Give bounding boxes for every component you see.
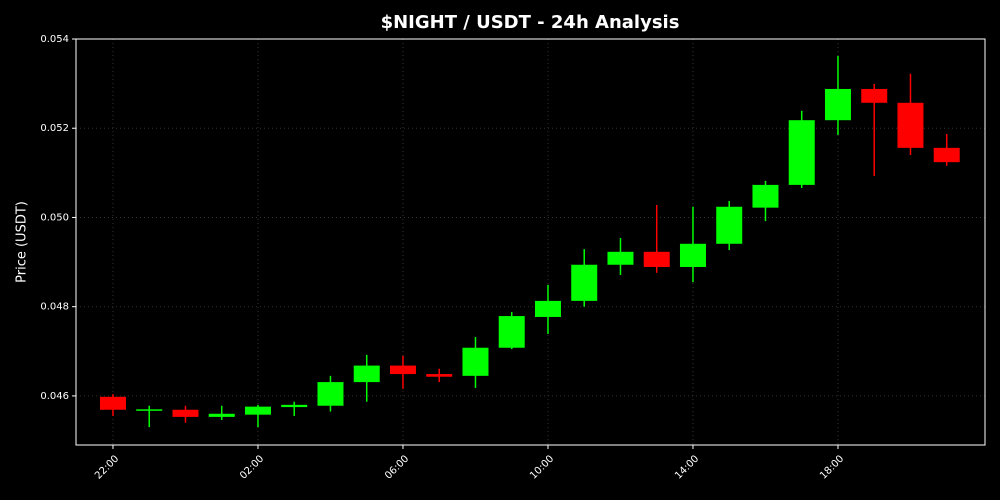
candle-body xyxy=(208,413,235,417)
y-axis-label: Price (USDT) xyxy=(15,201,30,283)
candle-body xyxy=(643,251,670,267)
candle-body xyxy=(571,264,598,301)
candle-body xyxy=(498,316,525,348)
candle-body xyxy=(679,243,706,267)
chart-title: $NIGHT / USDT - 24h Analysis xyxy=(381,12,680,33)
y-tick-label: 0.048 xyxy=(40,302,69,313)
candle-body xyxy=(824,88,851,121)
candle-body xyxy=(752,184,779,208)
candle-body xyxy=(897,102,924,148)
candle-body xyxy=(136,409,163,411)
candle-body xyxy=(281,404,308,408)
candle-body xyxy=(861,88,888,103)
y-tick-label: 0.046 xyxy=(40,391,69,402)
y-tick-label: 0.050 xyxy=(40,212,69,223)
candle-body xyxy=(317,382,344,406)
y-tick-label: 0.054 xyxy=(40,34,69,45)
candle-body xyxy=(534,300,561,317)
candle-body xyxy=(933,147,960,163)
candle-body xyxy=(462,347,489,376)
candle-body xyxy=(244,406,271,415)
candle-body xyxy=(426,374,453,377)
candle-body xyxy=(389,365,416,375)
candle-body xyxy=(788,120,815,185)
candle-body xyxy=(99,396,126,410)
candle-body xyxy=(716,206,743,244)
y-tick-label: 0.052 xyxy=(40,123,69,134)
plot-frame xyxy=(75,38,986,446)
candle-body xyxy=(353,365,380,383)
candle-body xyxy=(607,251,634,265)
candle-body xyxy=(172,409,199,417)
